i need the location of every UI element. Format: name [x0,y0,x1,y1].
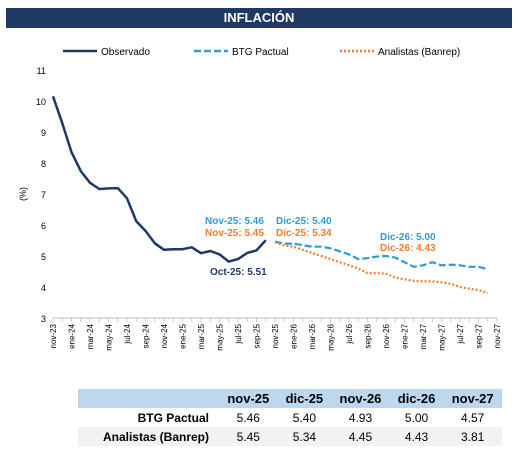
y-tick-label: 5 [41,252,46,262]
x-tick-label: sep-27 [475,323,484,348]
x-tick-label: mar-24 [86,323,95,349]
chart-title: INFLACIÓN [6,8,512,28]
forecast-table: nov-25 dic-25 nov-26 dic-26 nov-27 BTG P… [78,389,502,446]
table-cell: 4.43 [389,427,444,446]
table-header-cell: dic-25 [277,389,332,408]
table-cell: 5.46 [236,410,260,425]
x-tick-label: may-24 [105,323,114,350]
table-cell: 5.40 [292,410,317,425]
x-tick-label: nov-26 [382,323,391,348]
x-tick-label: mar-26 [308,323,317,349]
annotation-label: Nov-25: 5.45 [205,228,264,239]
table-cell: 4.93 [348,410,373,425]
table-cell: 5.45 [219,427,278,446]
legend-label: BTG Pactual [232,47,289,58]
x-tick-label: ene-25 [179,323,188,348]
legend-label: Analistas (Banrep) [378,47,460,58]
inflation-line-chart: 3 4 5 6 7 8 9 10 11 (%) nov-23 ene-24 mar-24 may-24 ju… [18,47,502,351]
annotation-label: Dic-25: 5.34 [276,228,332,239]
table-cell: 4.45 [331,427,390,446]
y-tick-label: 4 [41,283,46,293]
y-tick-label: 11 [37,66,46,76]
x-tick-label: jul-25 [234,323,243,344]
table-header-cell: nov-27 [443,389,502,408]
table-header-row: nov-25 dic-25 nov-26 dic-26 nov-27 [78,389,502,408]
annotation-label: Dic-26: 4.43 [380,243,436,254]
x-tick-label: nov-25 [271,323,280,348]
series-line-btg-pactual [274,240,489,271]
table-header-cell: nov-25 [219,389,278,408]
table-row-label: BTG Pactual [137,410,209,425]
x-tick-label: sep-25 [253,323,262,348]
x-tick-label: nov-24 [160,323,169,348]
table-corner [78,389,219,408]
x-tick-label: jul-27 [456,323,465,344]
table-cell: 4.57 [460,410,485,425]
table-header-cell: dic-26 [389,389,444,408]
x-tick-label: nov-27 [493,323,502,348]
y-tick-label: 8 [41,159,46,169]
x-tick-label: may-26 [327,323,336,350]
x-tick-label: sep-26 [364,323,373,348]
table-header-cell: nov-26 [331,389,390,408]
series-line-analistas-banrep- [274,241,489,294]
series-line-observado [51,95,267,263]
table-cell: 5.34 [277,427,332,446]
y-tick-label: 10 [36,97,46,107]
table-row-label: Analistas (Banrep) [78,427,219,446]
x-tick-label: nov-23 [49,323,58,348]
x-tick-label: ene-26 [290,323,299,348]
y-tick-label: 7 [41,190,46,200]
y-tick-label: 9 [41,128,46,138]
y-tick-label: 6 [41,221,46,231]
legend-label: Observado [101,47,150,58]
x-tick-label: jul-26 [345,323,354,344]
table-row: Analistas (Banrep) 5.45 5.34 4.45 4.43 3… [78,427,502,446]
x-tick-label: mar-27 [419,323,428,349]
x-tick-label: may-25 [216,323,225,350]
annotation-label: Oct-25: 5.51 [210,267,267,278]
table-cell: 3.81 [443,427,502,446]
y-tick-label: 3 [41,314,46,324]
annotation-label: Dic-25: 5.40 [276,216,332,227]
annotation-label: Nov-25: 5.46 [205,216,264,227]
y-axis-label: (%) [18,187,28,201]
annotation-label: Dic-26: 5.00 [380,232,436,243]
x-tick-label: mar-25 [197,323,206,349]
x-tick-label: ene-27 [401,323,410,348]
x-tick-label: may-27 [438,323,447,350]
x-tick-label: sep-24 [142,323,151,348]
x-tick-label: ene-24 [68,323,77,348]
table-cell: 5.00 [404,410,429,425]
x-tick-label: jul-24 [123,323,132,344]
table-row: BTG Pactual 5.46 5.40 4.93 5.00 4.57 [78,408,502,427]
